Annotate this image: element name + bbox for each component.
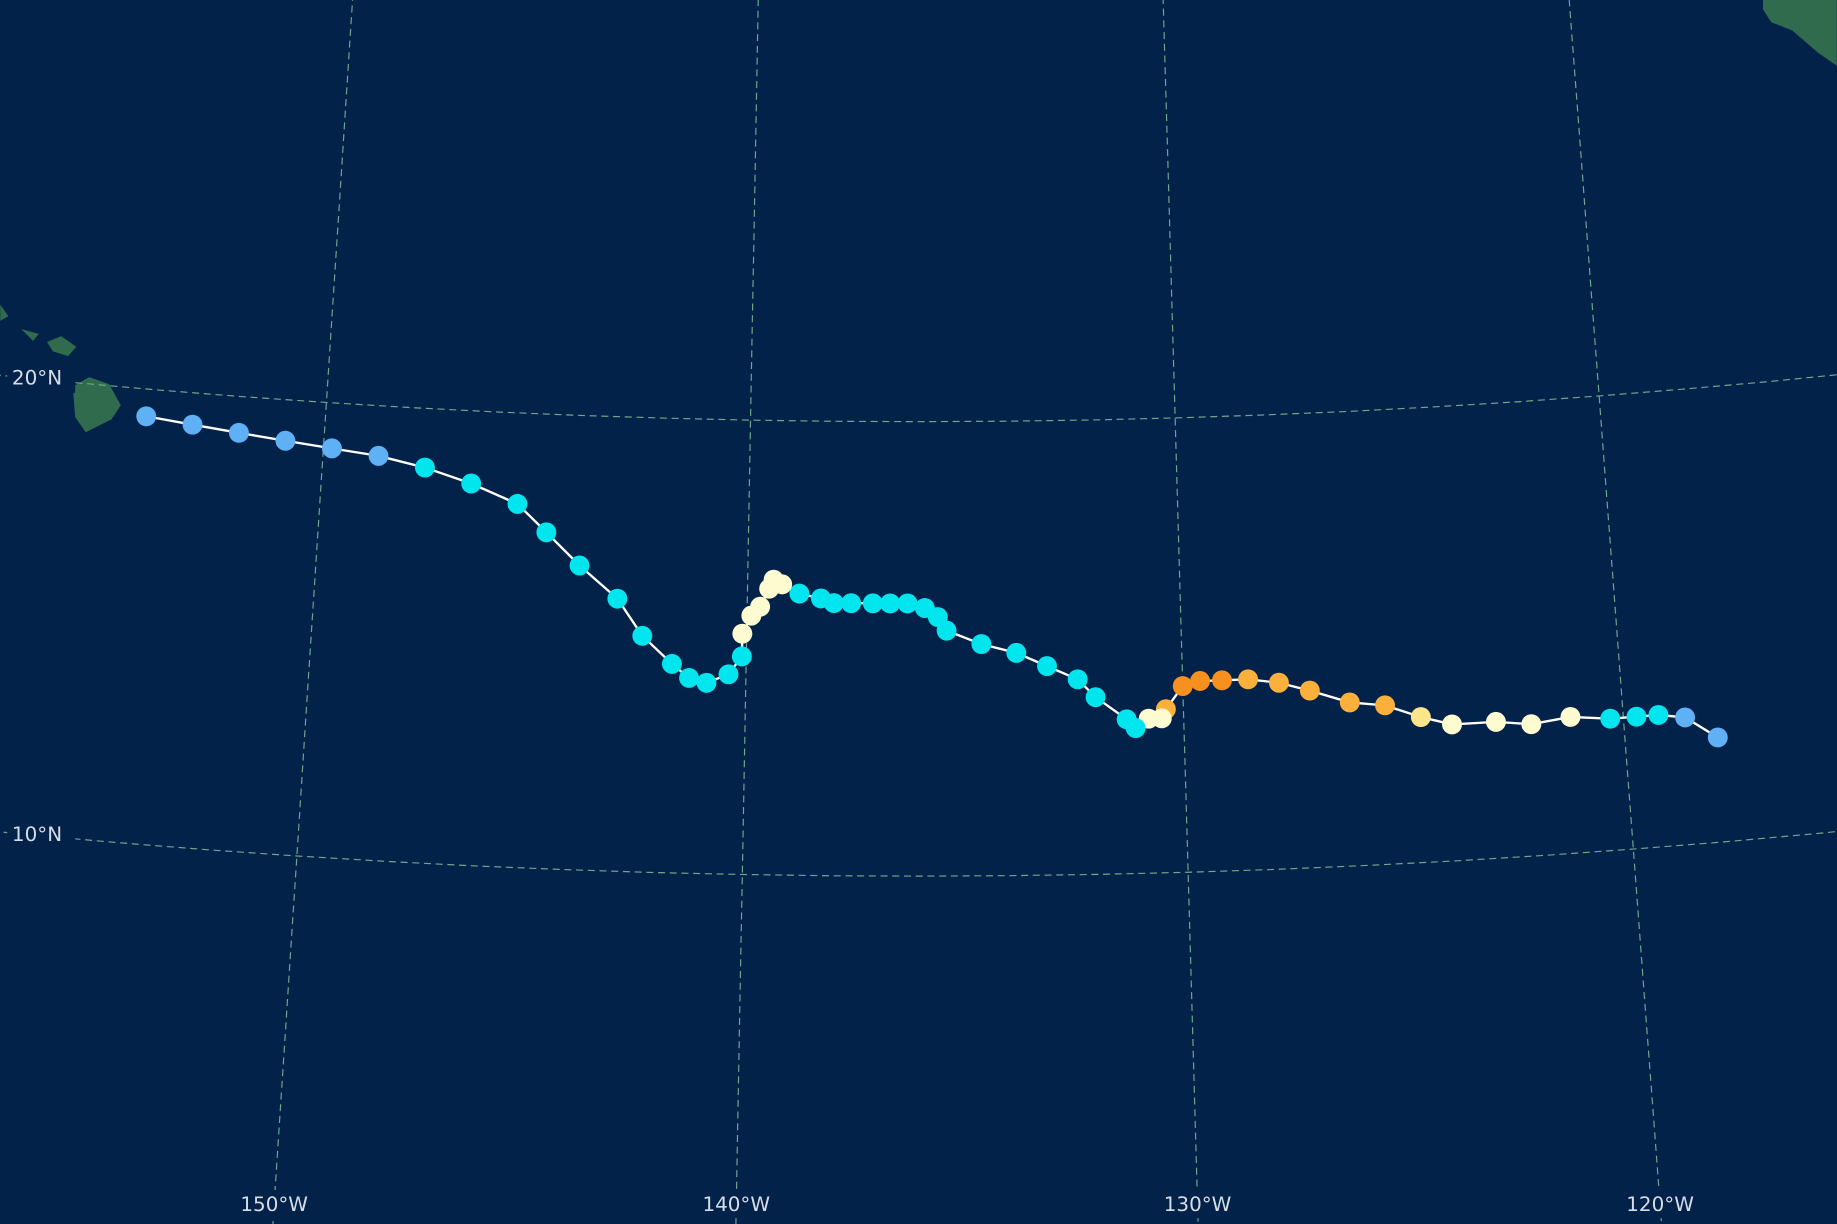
track-point [897,593,918,614]
island [47,336,77,357]
track-point [1212,670,1232,691]
track-point [1648,705,1669,725]
track-point [536,522,557,543]
track-point [1375,695,1395,716]
label-backdrop [1155,1190,1240,1219]
track-point [1067,669,1088,690]
meridian [735,0,759,1224]
meridian [272,0,354,1224]
track-point [1675,707,1696,728]
island [0,304,9,321]
track-point [679,667,699,688]
track-point [1085,687,1106,708]
track-point [914,598,935,618]
island [72,377,121,433]
track-point [1172,676,1193,696]
land [0,0,1837,433]
track-point [1626,706,1647,727]
track-point [789,583,810,604]
label-backdrop [232,1190,317,1219]
meridian-label: 120°W [1626,1193,1694,1216]
parallel-label: 20°N [12,366,62,389]
label-backdrop [7,364,76,393]
track-point [1037,656,1057,677]
track-point [461,473,482,494]
track-point [862,593,883,614]
track-point [1116,709,1137,730]
meridian [1568,0,1663,1224]
track-point [228,422,249,443]
island [21,329,39,341]
parallel-label: 10°N [12,823,62,846]
track-point [718,664,739,685]
track-point [507,493,528,514]
track-point [1442,714,1462,735]
track-point [1485,711,1506,732]
track-point [1006,642,1027,663]
track [136,406,1728,748]
track-point [696,672,717,693]
track-point [321,438,342,459]
track-point [1560,706,1581,727]
track-point [1707,727,1728,748]
label-backdrop [1617,1190,1703,1219]
track-point [1299,680,1320,701]
track-point [661,653,682,674]
track-point [1410,707,1431,728]
track-point [1268,672,1289,693]
coast [1763,0,1837,66]
meridian [1162,0,1199,1224]
track-point [759,578,780,599]
parallel [0,830,1837,877]
track-point [1521,714,1542,735]
track-point [182,414,203,435]
track-point [414,457,435,478]
track-point [569,555,590,576]
track-point [275,430,296,451]
graticule-labels: 150°W 140°W 130°W 120°W 20°N 10°N [7,364,1703,1219]
track-point [810,588,831,609]
meridian-label: 140°W [702,1193,770,1216]
meridian-label: 130°W [1164,1193,1232,1216]
track-point [1600,708,1621,729]
track-point [732,623,753,644]
track-point [368,445,389,466]
track-point [632,625,653,646]
track-point [731,646,752,667]
track-point [741,605,762,626]
track-point [607,588,628,609]
meridian-label: 150°W [240,1193,308,1216]
label-backdrop [694,1190,779,1219]
track-point [971,634,992,655]
track-point [1190,671,1211,691]
track-point [1339,692,1360,713]
track-point [880,593,901,614]
track-point [1238,669,1259,690]
label-backdrop [7,821,76,850]
track-point [841,593,862,614]
track-point [136,406,157,427]
